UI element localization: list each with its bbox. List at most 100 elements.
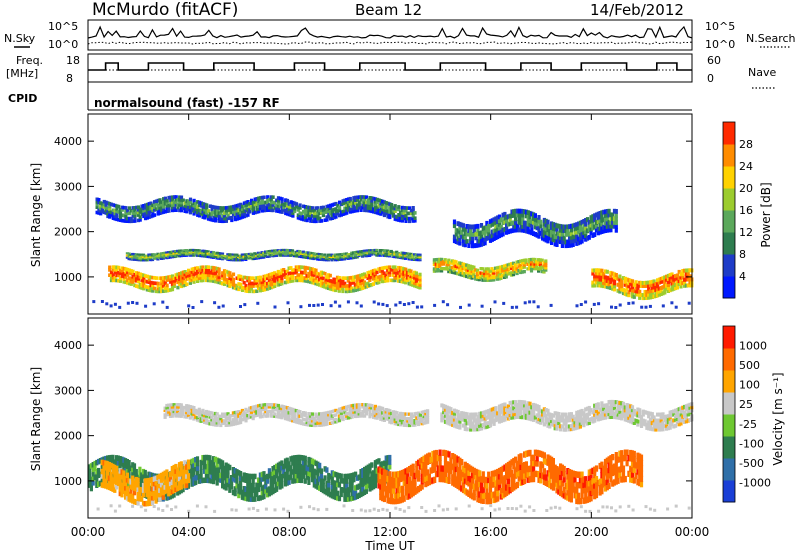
echo-cell: [187, 207, 191, 212]
echo-cell: [612, 275, 617, 280]
echo-cell: [528, 214, 532, 220]
echo-cell: [598, 226, 602, 231]
echo-cell: [262, 195, 266, 200]
echo-cell: [232, 210, 236, 214]
echo-cell: [318, 219, 322, 223]
echo-cell: [285, 269, 289, 274]
echo-cell: [258, 204, 263, 208]
echo-cell: [330, 259, 334, 262]
echo-cell: [312, 482, 316, 488]
echo-cell: [140, 212, 144, 216]
echo-cell: [404, 280, 408, 285]
echo-cell: [368, 249, 372, 252]
echo-cell: [106, 211, 110, 216]
echo-cell: [264, 483, 268, 490]
echo-cell: [407, 271, 411, 275]
echo-cell: [593, 277, 597, 282]
echo-cell: [149, 209, 153, 213]
echo-cell: [163, 209, 167, 214]
echo-cell: [466, 275, 471, 279]
echo-cell: [201, 273, 205, 277]
echo-cell: [359, 276, 363, 280]
echo-cell: [476, 239, 480, 244]
echo-cell: [314, 412, 318, 416]
echo-cell: [177, 405, 182, 409]
echo-cell: [614, 209, 618, 214]
echo-cell: [149, 472, 153, 478]
echo-cell: [242, 490, 246, 496]
freq-tick-top: 18: [66, 54, 80, 67]
echo-cell: [124, 216, 128, 221]
echo-cell: [394, 303, 398, 307]
echo-cell: [377, 253, 381, 256]
echo-cell: [302, 215, 306, 219]
echo-cell: [296, 409, 300, 413]
echo-cell: [278, 479, 282, 486]
echo-cell: [434, 264, 438, 269]
echo-cell: [310, 270, 314, 274]
echo-cell: [278, 461, 282, 467]
echo-cell: [346, 255, 350, 258]
echo-cell: [122, 484, 126, 490]
echo-cell: [210, 460, 214, 466]
echo-cell: [382, 208, 386, 212]
echo-cell: [343, 478, 347, 484]
echo-cell: [632, 288, 636, 293]
echo-cell: [411, 211, 415, 215]
echo-cell: [165, 283, 169, 288]
echo-cell: [395, 217, 399, 222]
echo-cell: [370, 204, 374, 208]
echo-cell: [402, 267, 406, 271]
echo-cell: [251, 478, 255, 484]
echo-cell: [111, 472, 115, 479]
echo-cell: [317, 258, 322, 261]
echo-cell: [492, 221, 496, 226]
echo-cell: [158, 206, 162, 210]
echo-cell: [266, 205, 270, 210]
echo-cell: [242, 476, 246, 483]
echo-cell: [318, 211, 322, 215]
echo-cell: [197, 249, 201, 252]
echo-cell: [657, 277, 661, 282]
echo-cell: [280, 474, 284, 480]
echo-cell: [461, 266, 465, 271]
echo-cell: [217, 267, 221, 271]
echo-cell: [222, 465, 226, 472]
echo-cell: [249, 410, 253, 414]
echo-cell: [605, 224, 609, 229]
echo-cell: [305, 218, 309, 223]
echo-cell: [156, 492, 160, 499]
echo-cell: [271, 255, 275, 258]
echo-cell: [273, 412, 277, 416]
echo-cell: [190, 267, 194, 272]
echo-cell: [229, 258, 234, 261]
echo-cell: [273, 405, 277, 409]
echo-cell: [283, 248, 287, 251]
echo-cell: [113, 265, 117, 269]
echo-cell: [287, 249, 291, 252]
echo-cell: [131, 466, 135, 473]
echo-cell: [332, 254, 336, 257]
echo-cell: [280, 251, 284, 254]
echo-cell: [158, 287, 162, 291]
echo-cell: [230, 414, 234, 418]
echo-cell: [278, 406, 282, 410]
echo-cell: [466, 270, 471, 275]
echo-cell: [402, 269, 406, 274]
echo-cell: [276, 204, 281, 208]
echo-cell: [603, 224, 608, 230]
echo-cell: [278, 279, 282, 284]
echo-cell: [474, 243, 478, 248]
colorbar-tick-label: 28: [739, 138, 753, 151]
echo-cell: [298, 211, 302, 215]
echo-cell: [368, 273, 372, 277]
echo-cell: [159, 256, 164, 259]
echo-cell: [384, 455, 388, 461]
echo-cell: [244, 283, 248, 288]
echo-cell: [228, 254, 232, 257]
echo-cell: [280, 210, 284, 214]
echo-cell: [280, 197, 284, 201]
echo-cell: [335, 283, 340, 288]
echo-cell: [280, 464, 284, 471]
echo-cell: [296, 468, 300, 474]
